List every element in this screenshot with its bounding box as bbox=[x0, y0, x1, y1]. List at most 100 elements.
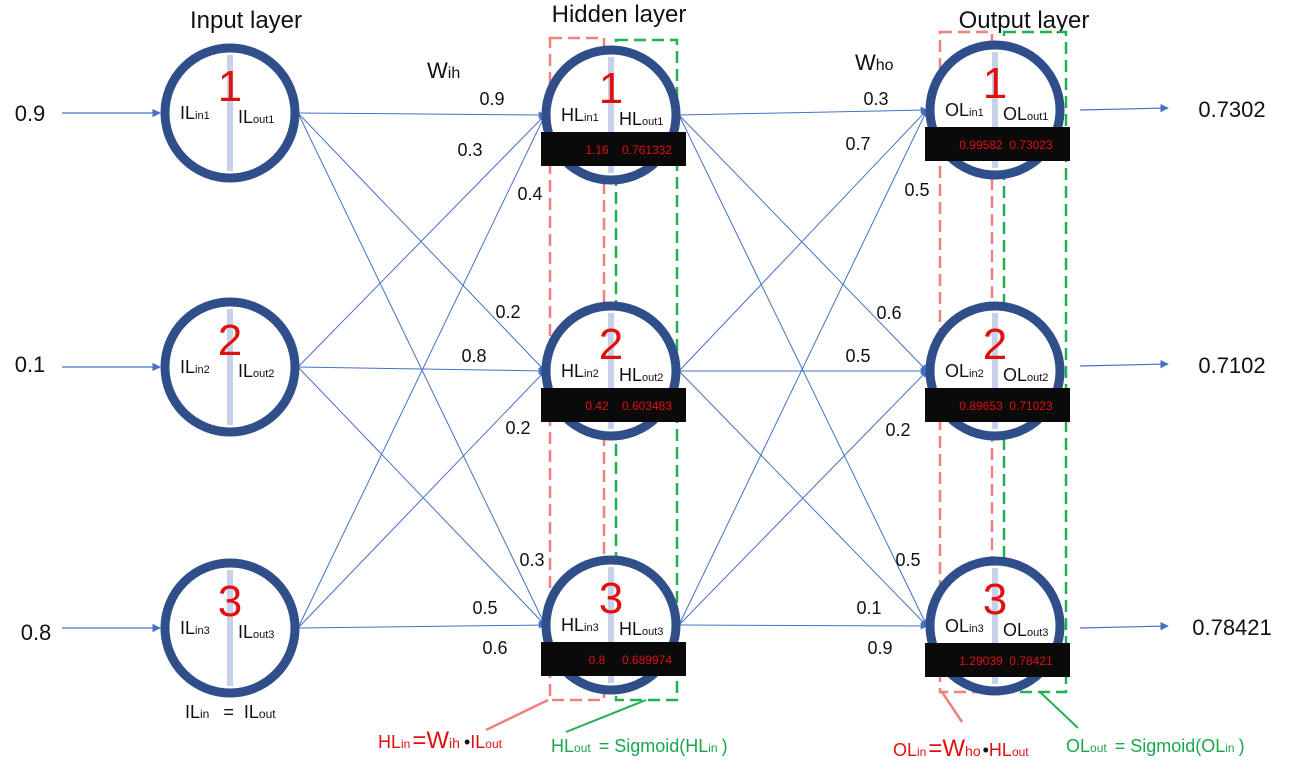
output-node-number-3: 3 bbox=[983, 575, 1007, 624]
ol-in-formula-connector bbox=[940, 691, 964, 723]
edge-ih-2-3 bbox=[297, 366, 546, 626]
edge-ih-3-2 bbox=[297, 370, 546, 629]
output-node-in-label-1: OLin1 bbox=[945, 100, 984, 120]
output-node-divider-3 bbox=[992, 568, 998, 684]
output-node-in-value-1: 0.99582 bbox=[959, 138, 1003, 152]
hidden-node-in-label-3: HLin3 bbox=[561, 615, 599, 635]
weight-values: 0.90.30.40.20.80.20.30.50.60.30.70.50.60… bbox=[457, 89, 929, 658]
weight-ho-7: 0.5 bbox=[895, 550, 920, 570]
hidden-node-value-box-2 bbox=[541, 388, 686, 422]
weight-ih-6: 0.2 bbox=[505, 418, 530, 438]
input-node-divider-3 bbox=[227, 570, 233, 686]
hidden-node-out-label-2: HLout2 bbox=[619, 365, 663, 385]
output-node-number-1: 1 bbox=[983, 59, 1007, 108]
connection-edges bbox=[297, 106, 928, 630]
hidden-node-out-value-3: 0.689974 bbox=[622, 653, 672, 667]
edge-ih-3-1 bbox=[297, 114, 546, 629]
weight-ho-1: 0.3 bbox=[863, 89, 888, 109]
input-node-number-2: 2 bbox=[218, 316, 242, 365]
input-node-in-label-2: ILin2 bbox=[180, 357, 210, 377]
output-node-in-label-2: OLin2 bbox=[945, 361, 984, 381]
output-node-out-label-2: OLout2 bbox=[1003, 365, 1048, 385]
edge-ih-1-1 bbox=[297, 111, 546, 119]
hidden-node-out-value-1: 0.761332 bbox=[622, 143, 672, 157]
output-node-value-box-1 bbox=[925, 127, 1070, 161]
hl-out-formula: HLout = Sigmoid(HLin) bbox=[551, 736, 728, 756]
weight-ho-8: 0.1 bbox=[856, 598, 881, 618]
hidden-node-out-label-1: HLout1 bbox=[619, 109, 663, 129]
hidden-node-in-label-2: HLin2 bbox=[561, 361, 599, 381]
edge-ih-2-2 bbox=[297, 366, 546, 375]
hidden-node-divider-3 bbox=[608, 567, 614, 683]
weight-ho-4: 0.6 bbox=[876, 303, 901, 323]
output-node-divider-2 bbox=[992, 313, 998, 429]
output-node-value-box-2 bbox=[925, 388, 1070, 422]
output-node-value-box-3 bbox=[925, 643, 1070, 677]
hidden-node-in-value-3: 0.8 bbox=[589, 653, 606, 667]
output-value-2: 0.7102 bbox=[1198, 353, 1265, 378]
hidden-node-in-value-1: 1.16 bbox=[585, 143, 609, 157]
weight-ih-5: 0.8 bbox=[461, 346, 486, 366]
input-node-out-label-2: ILout2 bbox=[238, 361, 274, 381]
output-layer-title: Output layer bbox=[959, 7, 1090, 34]
hl-in-formula-connector bbox=[485, 698, 549, 732]
output-arrow-1 bbox=[1079, 103, 1169, 113]
edge-ho-3-2 bbox=[678, 370, 928, 626]
edge-ih-2-1 bbox=[297, 114, 546, 368]
hidden-node-number-2: 2 bbox=[599, 320, 623, 369]
input-node-out-label-3: ILout3 bbox=[238, 622, 274, 642]
input-node-divider-1 bbox=[227, 55, 233, 171]
edge-ho-3-3 bbox=[678, 622, 928, 630]
input-node-2: 2 ILin2 ILout2 bbox=[160, 297, 300, 437]
input-node-1: 1 ILin1 ILout1 bbox=[160, 43, 300, 183]
edge-ho-2-1 bbox=[678, 109, 928, 372]
hidden-node-value-box-1 bbox=[541, 132, 686, 166]
hl-in-formula: HLin=Wih •ILout bbox=[378, 727, 503, 754]
output-node-in-label-3: OLin3 bbox=[945, 616, 984, 636]
input-node-number-1: 1 bbox=[218, 62, 242, 111]
input-node-out-label-1: ILout1 bbox=[238, 107, 274, 127]
output-node-in-value-3: 1.29039 bbox=[959, 654, 1003, 668]
output-arrow-3 bbox=[1079, 621, 1169, 631]
weight-ih-2: 0.3 bbox=[457, 140, 482, 160]
weight-ih-9: 0.6 bbox=[482, 638, 507, 658]
hidden-node-number-3: 3 bbox=[599, 574, 623, 623]
input-value-2: 0.1 bbox=[15, 352, 46, 377]
output-node-out-label-1: OLout1 bbox=[1003, 104, 1048, 124]
weight-ho-2: 0.7 bbox=[845, 134, 870, 154]
edge-ho-1-1 bbox=[678, 106, 928, 116]
hidden-node-out-label-3: HLout3 bbox=[619, 619, 663, 639]
hidden-node-divider-2 bbox=[608, 313, 614, 429]
hidden-node-in-label-1: HLin1 bbox=[561, 105, 599, 125]
hidden-node-out-value-2: 0.603483 bbox=[622, 399, 672, 413]
output-arrow-2 bbox=[1079, 359, 1169, 369]
hidden-node-value-box-3 bbox=[541, 642, 686, 676]
output-node-divider-1 bbox=[992, 52, 998, 168]
output-node-out-value-2: 0.71023 bbox=[1009, 399, 1053, 413]
output-node-out-label-3: OLout3 bbox=[1003, 620, 1048, 640]
input-node-3: 3 ILin3 ILout3 bbox=[160, 558, 300, 698]
output-value-3: 0.78421 bbox=[1192, 615, 1272, 640]
hidden-node-divider-1 bbox=[608, 57, 614, 173]
input-value-1: 0.9 bbox=[15, 101, 46, 126]
ol-out-formula: OLout = Sigmoid(OLin) bbox=[1066, 736, 1245, 756]
weight-ho-9: 0.9 bbox=[867, 638, 892, 658]
output-value-1: 0.7302 bbox=[1198, 97, 1265, 122]
weight-ho-3: 0.5 bbox=[904, 180, 929, 200]
hidden-node-in-value-2: 0.42 bbox=[585, 399, 609, 413]
io-values: 0.9 0.1 0.8 0.7302 0.7102 0.78421 bbox=[15, 97, 1272, 645]
edge-ih-1-2 bbox=[297, 112, 546, 372]
output-node-in-value-2: 0.89653 bbox=[959, 399, 1003, 413]
ol-out-formula-connector bbox=[1039, 691, 1079, 729]
hl-out-formula-connector bbox=[565, 699, 647, 733]
input-node-in-label-3: ILin3 bbox=[180, 618, 210, 638]
output-node-number-2: 2 bbox=[983, 320, 1007, 369]
weight-ih-3: 0.4 bbox=[517, 184, 542, 204]
